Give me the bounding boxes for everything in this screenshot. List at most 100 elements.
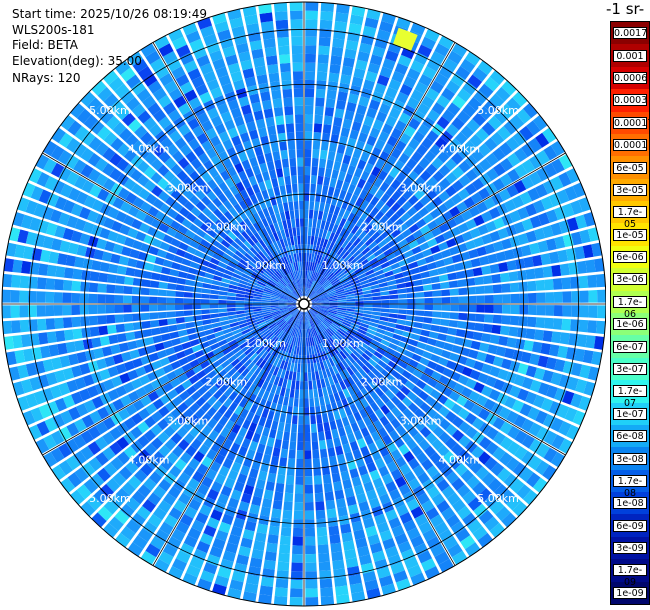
range-gate <box>115 487 130 502</box>
range-gate <box>275 578 289 589</box>
range-gate <box>296 346 300 355</box>
range-gate <box>309 319 313 329</box>
range-gate <box>54 196 68 211</box>
range-gate <box>81 462 96 477</box>
range-gate <box>437 357 449 367</box>
range-gate <box>275 385 282 396</box>
range-gate <box>578 275 589 289</box>
range-gate <box>411 353 422 363</box>
range-gate <box>262 293 272 297</box>
range-gate <box>387 554 402 567</box>
range-gate <box>388 317 398 324</box>
range-gate <box>374 408 385 420</box>
range-gate <box>336 453 346 464</box>
range-gate <box>171 337 182 346</box>
range-gate <box>276 430 284 440</box>
range-gate <box>445 471 459 485</box>
range-gate <box>152 335 163 344</box>
range-gate <box>112 197 125 210</box>
range-gate <box>176 426 189 438</box>
range-gate <box>386 461 399 473</box>
range-gate <box>137 484 152 498</box>
range-gate <box>359 377 369 388</box>
range-gate <box>124 276 134 286</box>
range-gate <box>267 280 276 287</box>
range-gate <box>341 359 350 369</box>
range-gate <box>516 484 532 500</box>
ray <box>8 227 297 303</box>
range-gate <box>257 336 266 344</box>
range-gate <box>271 420 279 431</box>
range-gate <box>118 342 130 353</box>
range-gate <box>305 2 319 11</box>
range-gate <box>579 305 589 318</box>
range-gate <box>536 292 546 303</box>
range-gate <box>227 288 237 293</box>
range-gate <box>475 285 485 295</box>
range-gate <box>65 154 80 170</box>
range-gate <box>334 21 348 32</box>
range-gate <box>376 347 386 356</box>
range-gate <box>43 451 58 468</box>
range-gate <box>106 478 121 493</box>
range-gate <box>170 189 182 201</box>
range-gate <box>21 214 33 230</box>
range-gate <box>249 557 263 568</box>
range-gate <box>277 349 283 359</box>
range-gate <box>264 269 273 278</box>
range-gate <box>282 289 291 295</box>
range-gate <box>3 258 15 272</box>
range-gate <box>253 310 263 315</box>
range-gate <box>252 355 261 364</box>
range-gate <box>253 293 263 298</box>
range-gate <box>196 540 211 554</box>
range-gate <box>183 304 193 310</box>
range-gate <box>438 405 450 418</box>
range-gate <box>374 457 386 469</box>
range-gate <box>531 254 543 267</box>
range-gate <box>279 535 291 546</box>
range-gate <box>460 535 476 550</box>
range-gate <box>485 441 499 456</box>
range-gate <box>407 564 423 578</box>
range-gate <box>314 484 323 494</box>
range-gate <box>204 272 215 280</box>
range-gate <box>140 395 152 407</box>
range-gate <box>166 297 176 304</box>
ray <box>311 304 606 335</box>
range-gate <box>367 371 377 381</box>
range-gate <box>60 410 73 425</box>
range-gate <box>199 341 210 349</box>
range-gate <box>266 343 274 353</box>
range-gate <box>198 443 210 456</box>
range-gate <box>98 272 109 283</box>
range-gate <box>477 372 489 384</box>
range-gate <box>71 316 81 328</box>
range-gate <box>261 498 273 509</box>
range-gate <box>2 289 11 303</box>
range-gate <box>386 347 396 356</box>
range-gate <box>74 340 85 352</box>
range-gate <box>269 365 276 375</box>
range-gate <box>123 285 133 295</box>
range-gate <box>256 283 266 289</box>
range-gate <box>493 431 506 446</box>
range-gate <box>288 397 294 407</box>
range-gate <box>206 333 216 341</box>
range-gate <box>50 209 62 223</box>
range-gate <box>37 374 50 389</box>
range-gate <box>99 109 115 125</box>
range-gate <box>74 418 87 433</box>
range-gate <box>102 178 116 191</box>
range-gate <box>36 305 46 317</box>
range-ring-label: 4.00km <box>128 143 170 156</box>
range-gate <box>185 445 197 457</box>
range-gate <box>123 295 132 304</box>
range-gate <box>353 529 366 540</box>
range-gate <box>378 465 390 477</box>
range-gate <box>181 258 192 267</box>
range-gate <box>19 275 30 289</box>
range-gate <box>11 320 21 334</box>
range-gate <box>225 265 236 273</box>
range-gate <box>227 534 241 546</box>
